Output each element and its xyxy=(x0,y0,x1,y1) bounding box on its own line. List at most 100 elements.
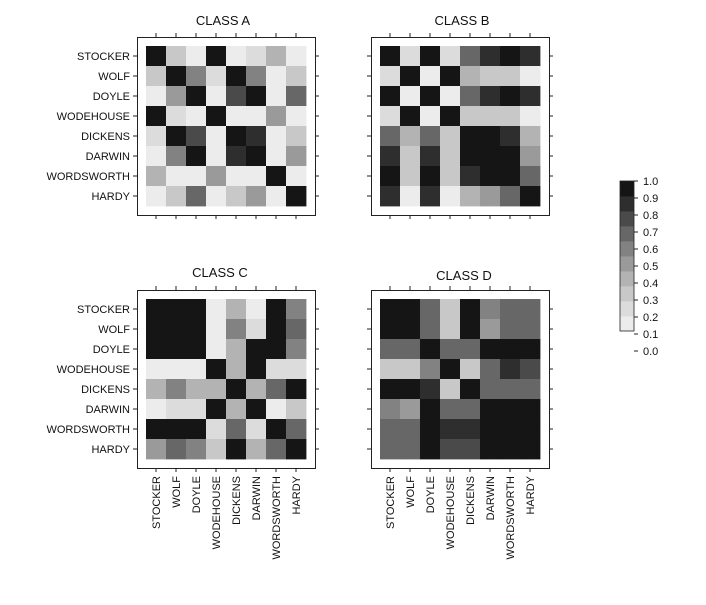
heatmap-cell xyxy=(146,46,167,67)
heatmap-cell xyxy=(246,126,267,147)
heatmap-cell xyxy=(226,439,247,460)
heatmap-cell xyxy=(420,319,441,340)
row-label: WOLF xyxy=(98,71,130,83)
heatmap-cell xyxy=(166,186,187,207)
row-label: WODEHOUSE xyxy=(57,111,130,123)
heatmap-cell xyxy=(440,126,461,147)
heatmap-cell xyxy=(460,46,481,67)
row-label: DICKENS xyxy=(81,384,130,396)
heatmap-cell xyxy=(480,439,501,460)
heatmap-cell xyxy=(226,146,247,167)
heatmap-cell xyxy=(206,166,227,187)
heatmap-cell xyxy=(440,166,461,187)
heatmap-cell xyxy=(520,106,541,127)
heatmap-cell xyxy=(400,299,421,320)
heatmap-cell xyxy=(226,186,247,207)
heatmap-cell xyxy=(480,146,501,167)
heatmap-cell xyxy=(460,439,481,460)
heatmap-cell xyxy=(460,86,481,107)
column-label: WOLF xyxy=(171,476,183,508)
heatmap-cell xyxy=(246,146,267,167)
heatmap-cell xyxy=(226,419,247,440)
heatmap-cell xyxy=(480,186,501,207)
column-label: WOLF xyxy=(405,476,417,508)
heatmap-cell xyxy=(440,46,461,67)
heatmap-cell xyxy=(520,126,541,147)
panel-frame xyxy=(137,37,316,216)
panel-frame xyxy=(371,37,550,216)
heatmap-cell xyxy=(440,339,461,360)
heatmap-cell xyxy=(166,339,187,360)
column-label: STOCKER xyxy=(151,476,163,529)
colorbar-segment xyxy=(620,316,634,332)
heatmap-cell xyxy=(440,86,461,107)
heatmap-cell xyxy=(420,106,441,127)
heatmap-cell xyxy=(206,86,227,107)
heatmap-cell xyxy=(186,106,207,127)
heatmap-cell xyxy=(480,319,501,340)
heatmap-cell xyxy=(186,146,207,167)
row-label: WORDSWORTH xyxy=(46,424,130,436)
heatmap-cell xyxy=(420,86,441,107)
heatmap-cell xyxy=(166,146,187,167)
heatmap-cell xyxy=(420,66,441,87)
heatmap-cell xyxy=(266,419,287,440)
heatmap-cell xyxy=(186,359,207,380)
column-label: DARWIN xyxy=(485,476,497,520)
heatmap-cell xyxy=(186,399,207,420)
heatmap-cell xyxy=(166,86,187,107)
colorbar-segment xyxy=(620,196,634,212)
heatmap-cell xyxy=(520,166,541,187)
heatmap-cell xyxy=(166,379,187,400)
heatmap-cell xyxy=(206,126,227,147)
heatmap-cell xyxy=(520,379,541,400)
heatmap-cell xyxy=(480,66,501,87)
heatmap-cell xyxy=(460,379,481,400)
heatmap-cell xyxy=(206,439,227,460)
heatmap-cell xyxy=(146,319,167,340)
colorbar-segment xyxy=(620,301,634,317)
heatmap-cell xyxy=(500,66,521,87)
colorbar-tick-label: 0.0 xyxy=(643,346,658,358)
heatmap-cell xyxy=(460,166,481,187)
heatmap-cell xyxy=(460,299,481,320)
heatmap-cell xyxy=(400,126,421,147)
colorbar-segment xyxy=(620,226,634,242)
heatmap-cell xyxy=(266,186,287,207)
heatmap-cell xyxy=(226,166,247,187)
heatmap-cell xyxy=(480,419,501,440)
heatmap-cell xyxy=(186,46,207,67)
row-label: DICKENS xyxy=(81,131,130,143)
heatmap-cell xyxy=(246,166,267,187)
heatmap-cell xyxy=(500,166,521,187)
heatmap-cell xyxy=(500,319,521,340)
heatmap-cell xyxy=(186,339,207,360)
heatmap-cell xyxy=(286,299,307,320)
heatmap-cell xyxy=(286,106,307,127)
row-label: DOYLE xyxy=(93,91,130,103)
heatmap-cell xyxy=(246,439,267,460)
heatmap-cell xyxy=(500,186,521,207)
heatmap-cell xyxy=(400,146,421,167)
heatmap-cell xyxy=(246,399,267,420)
column-label: DOYLE xyxy=(425,476,437,513)
heatmap-cell xyxy=(146,146,167,167)
colorbar-segment xyxy=(620,211,634,227)
heatmap-cell xyxy=(266,399,287,420)
heatmap-cell xyxy=(420,359,441,380)
colorbar-segment xyxy=(620,181,634,197)
row-label: WOLF xyxy=(98,324,130,336)
heatmap-cell xyxy=(380,299,401,320)
heatmap-cell xyxy=(420,379,441,400)
heatmap-cell xyxy=(246,319,267,340)
heatmap-cell xyxy=(266,299,287,320)
heatmap-cell xyxy=(186,86,207,107)
heatmap-cell xyxy=(400,399,421,420)
row-label: HARDY xyxy=(91,444,130,456)
heatmap-cell xyxy=(246,186,267,207)
heatmap-cell xyxy=(400,319,421,340)
heatmap-cell xyxy=(226,339,247,360)
heatmap-cell xyxy=(146,66,167,87)
heatmap-cell xyxy=(206,339,227,360)
